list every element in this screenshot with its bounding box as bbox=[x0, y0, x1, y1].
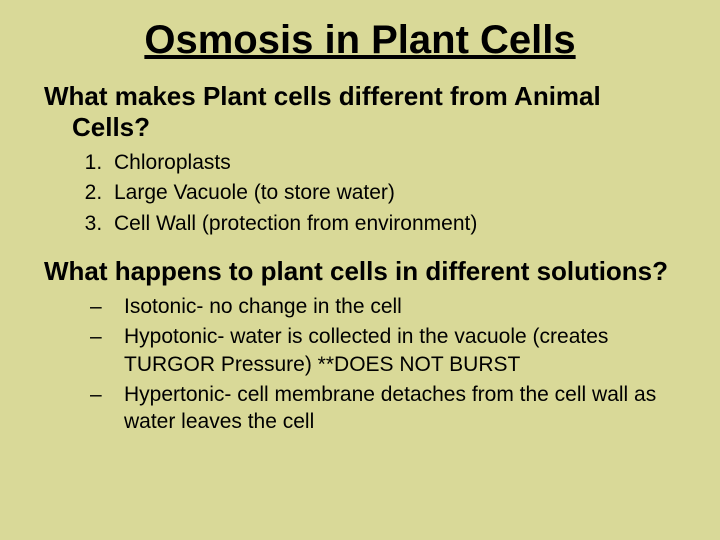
numbered-list: Chloroplasts Large Vacuole (to store wat… bbox=[40, 149, 680, 238]
slide-title: Osmosis in Plant Cells bbox=[40, 18, 680, 63]
slide-container: Osmosis in Plant Cells What makes Plant … bbox=[0, 0, 720, 436]
question-1: What makes Plant cells different from An… bbox=[68, 81, 680, 143]
list-item: Large Vacuole (to store water) bbox=[108, 179, 680, 207]
list-item: Hypertonic- cell membrane detaches from … bbox=[80, 381, 680, 436]
list-item: Chloroplasts bbox=[108, 149, 680, 177]
list-item: Isotonic- no change in the cell bbox=[80, 293, 680, 320]
dash-list: Isotonic- no change in the cell Hypotoni… bbox=[40, 293, 680, 435]
list-item: Cell Wall (protection from environment) bbox=[108, 210, 680, 238]
list-item: Hypotonic- water is collected in the vac… bbox=[80, 323, 680, 378]
question-2: What happens to plant cells in different… bbox=[68, 256, 680, 287]
